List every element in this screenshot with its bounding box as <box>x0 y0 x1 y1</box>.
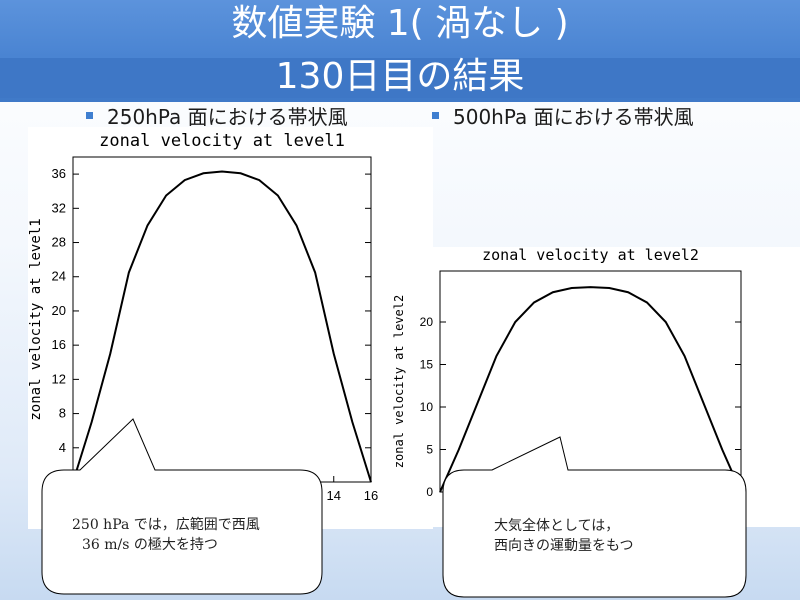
chart2-series-line <box>439 286 742 493</box>
bullet-250hpa-text: 250hPa 面における帯状風 <box>107 105 348 129</box>
chart2-ytick-label: 10 <box>420 400 434 414</box>
callout-right-line2: 西向きの運動量をもつ <box>494 538 634 554</box>
chart1-ytick-label: 8 <box>59 406 66 421</box>
chart2-ytick-label: 20 <box>420 315 434 329</box>
title-band <box>0 0 800 102</box>
chart1-xtick-label: 16 <box>364 488 378 503</box>
callout-left-line2: 36 m/s の極大を持つ <box>82 537 218 553</box>
bullet-square-icon <box>432 112 439 119</box>
chart1-series-line <box>72 170 372 483</box>
slide-title-line1: 数値実験 1( 渦なし ) <box>231 3 569 44</box>
chart2-ylabel: zonal velocity at level2 <box>392 295 406 468</box>
chart1-ytick-label: 12 <box>52 371 66 386</box>
chart1-ytick-label: 4 <box>59 440 66 455</box>
bullet-500hpa: 500hPa 面における帯状風 <box>432 101 694 130</box>
callout-left-line1: 250 hPa では，広範囲で西風 <box>72 517 260 533</box>
chart-level2-svg: zonal velocity at level2 0 5 10 15 20 zonal ve… <box>392 247 742 499</box>
chart2-ytick-label: 0 <box>426 485 433 499</box>
chart1-ytick-label: 24 <box>52 269 66 284</box>
callout-right-text: 大気全体としては， 西向きの運動量をもつ <box>494 516 633 556</box>
callout-right-line1: 大気全体としては， <box>494 518 620 534</box>
chart1-ytick-label: 32 <box>52 200 66 215</box>
chart1-ytick-label: 36 <box>52 166 66 181</box>
bullet-square-icon <box>86 112 93 119</box>
chart1-ytick-label: 28 <box>52 235 66 250</box>
chart1-ytick-label: 20 <box>52 303 66 318</box>
chart2-ytick-label: 15 <box>420 358 434 372</box>
callout-left-text: 250 hPa では，広範囲で西風 36 m/s の極大を持つ <box>72 515 260 555</box>
chart1-xtick-label: 14 <box>327 488 341 503</box>
title-band-lower <box>0 58 800 98</box>
bullet-500hpa-text: 500hPa 面における帯状風 <box>453 105 694 129</box>
chart1-title: zonal velocity at level1 <box>99 131 345 151</box>
chart1-ytick-label: 16 <box>52 337 66 352</box>
chart1-ylabel: zonal velocity at level1 <box>28 218 44 420</box>
slide-title-line2: 130日目の結果 <box>275 56 525 97</box>
chart2-title: zonal velocity at level2 <box>482 247 699 264</box>
callout-left-bubble <box>41 418 323 595</box>
callout-right-bubble <box>442 436 747 598</box>
bullet-250hpa: 250hPa 面における帯状風 <box>86 101 348 130</box>
chart2-ytick-label: 5 <box>426 443 433 457</box>
